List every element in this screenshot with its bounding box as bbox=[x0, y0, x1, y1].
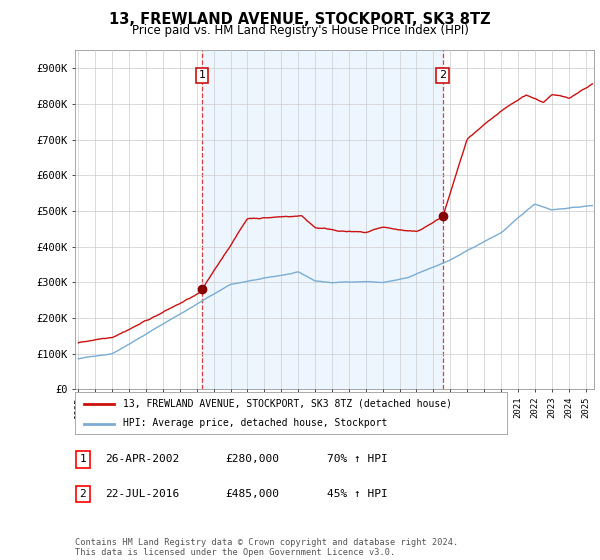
Text: 26-APR-2002: 26-APR-2002 bbox=[105, 454, 179, 464]
Text: 1: 1 bbox=[199, 71, 206, 81]
Text: HPI: Average price, detached house, Stockport: HPI: Average price, detached house, Stoc… bbox=[122, 418, 387, 428]
Bar bbox=[202, 50, 443, 389]
Text: 13, FREWLAND AVENUE, STOCKPORT, SK3 8TZ: 13, FREWLAND AVENUE, STOCKPORT, SK3 8TZ bbox=[109, 12, 491, 27]
Text: 22-JUL-2016: 22-JUL-2016 bbox=[105, 489, 179, 499]
Text: 45% ↑ HPI: 45% ↑ HPI bbox=[327, 489, 388, 499]
Text: 2: 2 bbox=[439, 71, 446, 81]
Text: £280,000: £280,000 bbox=[225, 454, 279, 464]
Text: Contains HM Land Registry data © Crown copyright and database right 2024.
This d: Contains HM Land Registry data © Crown c… bbox=[75, 538, 458, 557]
Text: 2: 2 bbox=[79, 489, 86, 499]
Text: Price paid vs. HM Land Registry's House Price Index (HPI): Price paid vs. HM Land Registry's House … bbox=[131, 24, 469, 36]
Text: 13, FREWLAND AVENUE, STOCKPORT, SK3 8TZ (detached house): 13, FREWLAND AVENUE, STOCKPORT, SK3 8TZ … bbox=[122, 399, 452, 409]
Text: £485,000: £485,000 bbox=[225, 489, 279, 499]
Text: 70% ↑ HPI: 70% ↑ HPI bbox=[327, 454, 388, 464]
Text: 1: 1 bbox=[79, 454, 86, 464]
